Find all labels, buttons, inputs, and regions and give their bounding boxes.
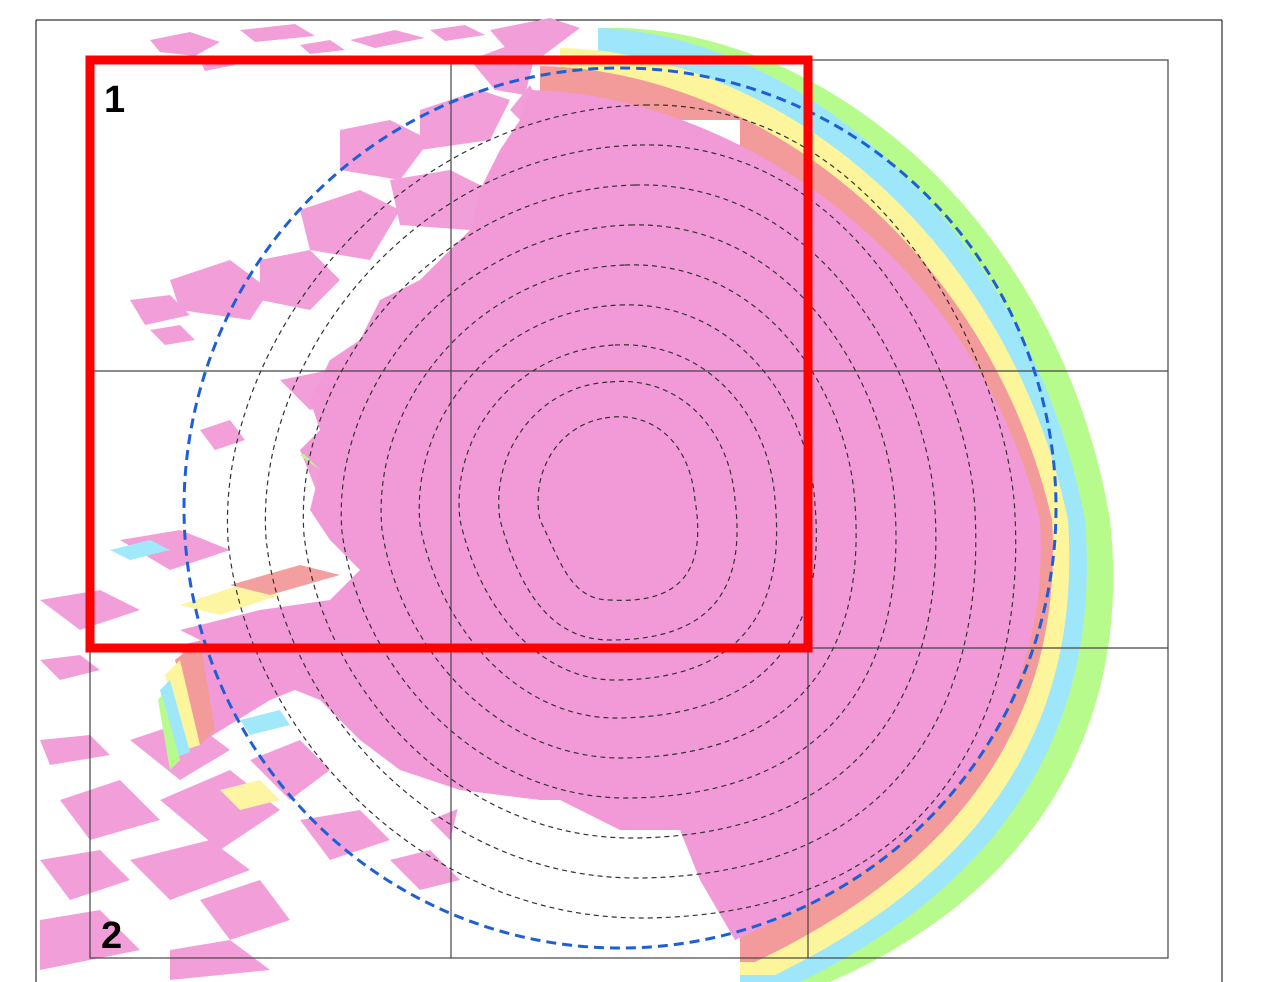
wedge-rim-yellow [165,660,200,750]
wedge-rim-salmon [175,640,215,745]
coverage-gap [450,800,720,960]
coverage-circle [182,66,1058,950]
contour-2 [498,380,738,641]
wedge-rim-cyan [160,680,190,758]
wedge-rim-green [158,695,180,770]
contour-5 [380,264,857,759]
contour-8 [264,144,977,879]
coverage-wedge [180,585,470,740]
contour-9 [226,104,1017,919]
coverage-core [180,90,1041,940]
contour-lines [226,104,1017,919]
highlight-rectangle[interactable] [85,55,813,653]
contour-1 [537,416,699,601]
contour-7 [302,184,937,839]
contour-6 [340,224,897,799]
contour-4 [418,304,817,719]
cell-label-1: 1 [104,79,126,121]
contour-3 [458,344,778,681]
cell-label-2: 2 [101,915,123,957]
